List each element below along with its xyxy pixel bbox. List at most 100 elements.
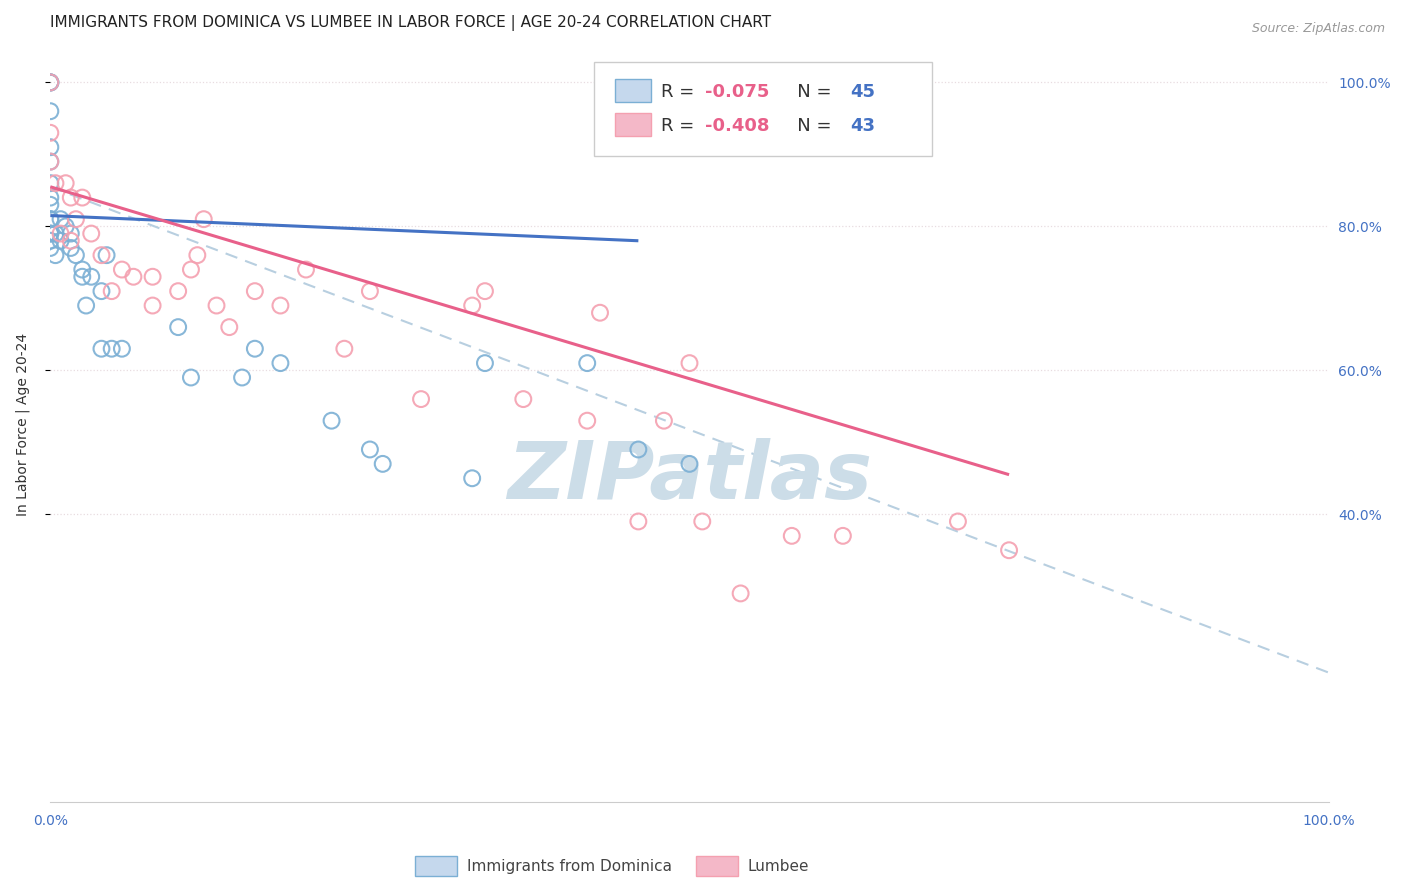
- Point: [359, 442, 381, 457]
- Text: ZIPatlas: ZIPatlas: [508, 438, 872, 516]
- Text: -0.075: -0.075: [704, 83, 769, 101]
- Point: [946, 515, 969, 529]
- Point: [409, 392, 432, 406]
- Point: [59, 191, 82, 205]
- Point: [690, 515, 713, 529]
- Point: [72, 269, 94, 284]
- Point: [80, 227, 103, 241]
- Point: [359, 284, 381, 298]
- Point: [333, 342, 356, 356]
- Text: Immigrants from Dominica: Immigrants from Dominica: [467, 859, 672, 873]
- Point: [39, 212, 62, 227]
- Point: [998, 543, 1021, 558]
- Point: [111, 342, 134, 356]
- Point: [39, 227, 62, 241]
- Point: [65, 212, 87, 227]
- Point: [72, 262, 94, 277]
- FancyBboxPatch shape: [616, 78, 651, 102]
- Point: [39, 75, 62, 89]
- Point: [39, 191, 62, 205]
- Y-axis label: In Labor Force | Age 20-24: In Labor Force | Age 20-24: [15, 333, 30, 516]
- Point: [39, 75, 62, 89]
- Point: [576, 414, 599, 428]
- Point: [72, 191, 94, 205]
- Point: [831, 529, 853, 543]
- Point: [90, 248, 112, 262]
- Point: [193, 212, 215, 227]
- Point: [39, 75, 62, 89]
- Point: [39, 198, 62, 212]
- Point: [461, 299, 484, 313]
- Point: [295, 262, 318, 277]
- Point: [80, 269, 103, 284]
- Point: [100, 342, 122, 356]
- Point: [39, 241, 62, 255]
- Text: Source: ZipAtlas.com: Source: ZipAtlas.com: [1251, 22, 1385, 36]
- Point: [512, 392, 534, 406]
- Point: [59, 241, 82, 255]
- Point: [461, 471, 484, 485]
- Point: [474, 356, 496, 370]
- Point: [49, 227, 72, 241]
- Text: R =: R =: [661, 117, 700, 135]
- Point: [90, 342, 112, 356]
- Point: [39, 212, 62, 227]
- Point: [576, 356, 599, 370]
- Point: [167, 320, 190, 334]
- Point: [44, 227, 66, 241]
- Point: [652, 414, 675, 428]
- Point: [39, 154, 62, 169]
- Point: [49, 234, 72, 248]
- Point: [167, 284, 190, 298]
- Text: R =: R =: [661, 83, 700, 101]
- Point: [231, 370, 253, 384]
- Point: [627, 515, 650, 529]
- Point: [269, 356, 291, 370]
- Point: [730, 586, 752, 600]
- Point: [96, 248, 118, 262]
- Text: IMMIGRANTS FROM DOMINICA VS LUMBEE IN LABOR FORCE | AGE 20-24 CORRELATION CHART: IMMIGRANTS FROM DOMINICA VS LUMBEE IN LA…: [51, 15, 772, 31]
- Point: [243, 284, 266, 298]
- Point: [589, 306, 612, 320]
- Point: [44, 176, 66, 190]
- Point: [39, 154, 62, 169]
- Point: [90, 284, 112, 298]
- Point: [111, 262, 134, 277]
- Text: N =: N =: [780, 83, 838, 101]
- Point: [142, 299, 165, 313]
- Point: [39, 140, 62, 154]
- Point: [269, 299, 291, 313]
- Point: [780, 529, 803, 543]
- Point: [49, 212, 72, 227]
- Point: [39, 75, 62, 89]
- Point: [474, 284, 496, 298]
- Point: [39, 234, 62, 248]
- Text: N =: N =: [780, 117, 838, 135]
- Point: [55, 176, 77, 190]
- Text: Lumbee: Lumbee: [748, 859, 810, 873]
- Point: [678, 356, 700, 370]
- Point: [218, 320, 240, 334]
- Point: [186, 248, 208, 262]
- Text: -0.408: -0.408: [704, 117, 769, 135]
- FancyBboxPatch shape: [593, 62, 932, 156]
- Point: [39, 176, 62, 190]
- Point: [75, 299, 97, 313]
- Point: [205, 299, 228, 313]
- Point: [122, 269, 145, 284]
- Point: [39, 104, 62, 119]
- Point: [55, 219, 77, 234]
- Point: [243, 342, 266, 356]
- Point: [44, 248, 66, 262]
- Point: [59, 227, 82, 241]
- Text: 43: 43: [851, 117, 876, 135]
- Point: [65, 248, 87, 262]
- Text: 45: 45: [851, 83, 876, 101]
- Point: [39, 227, 62, 241]
- Point: [142, 269, 165, 284]
- Point: [59, 234, 82, 248]
- Point: [627, 442, 650, 457]
- Point: [39, 126, 62, 140]
- Point: [180, 370, 202, 384]
- Point: [180, 262, 202, 277]
